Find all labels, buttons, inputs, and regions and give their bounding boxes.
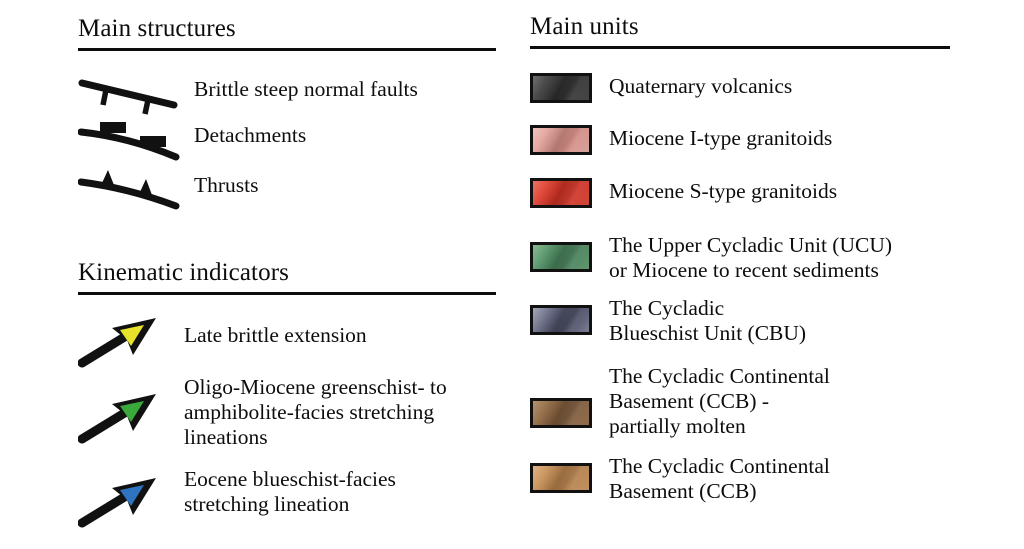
legend-label-oligo-miocene-greenschist: Oligo-Miocene greenschist- to amphibolit… — [184, 375, 447, 449]
detachment-symbol — [78, 119, 182, 163]
section-main-structures: Main structures Brittle steep normal fau… — [78, 14, 496, 229]
section-main-units: Main units Quaternary volcanics Miocene … — [530, 12, 950, 549]
legend-label-miocene-i-type: Miocene I-type granitoids — [609, 126, 833, 150]
section-rule-main-units — [530, 46, 950, 49]
legend-row-normal-fault[interactable]: Brittle steep normal faults — [78, 71, 496, 115]
legend-row-ccb-partially-molten[interactable]: The Cycladic Continental Basement (CCB) … — [530, 364, 950, 439]
legend-row-oligo-miocene-greenschist[interactable]: Oligo-Miocene greenschist- to amphibolit… — [78, 375, 496, 450]
normal-fault-symbol — [78, 71, 182, 115]
legend-row-late-brittle-extension[interactable]: Late brittle extension — [78, 313, 496, 369]
cycladic-blueschist-unit-swatch — [530, 305, 592, 335]
main-units-rows: Quaternary volcanics Miocene I-type gran… — [530, 59, 950, 549]
legend-label-cycladic-blueschist-unit: The Cycladic Blueschist Unit (CBU) — [609, 296, 807, 345]
section-rule-main-structures — [78, 48, 496, 51]
arrow-yellow-icon — [78, 313, 174, 369]
quaternary-volcanics-swatch — [530, 73, 592, 103]
legend-label-miocene-s-type: Miocene S-type granitoids — [609, 179, 838, 203]
legend-label-thrust: Thrusts — [194, 173, 259, 197]
legend-label-late-brittle-extension: Late brittle extension — [184, 323, 367, 347]
legend-row-eocene-blueschist[interactable]: Eocene blueschist-facies stretching line… — [78, 467, 496, 529]
legend-row-detachment[interactable]: Detachments — [78, 119, 496, 163]
legend-label-normal-fault: Brittle steep normal faults — [194, 77, 418, 101]
legend-row-ccb[interactable]: The Cycladic Continental Basement (CCB) — [530, 454, 950, 504]
legend-row-miocene-i-type[interactable]: Miocene I-type granitoids — [530, 125, 950, 155]
legend-row-cycladic-blueschist-unit[interactable]: The Cycladic Blueschist Unit (CBU) — [530, 296, 950, 346]
legend-row-thrust[interactable]: Thrusts — [78, 169, 496, 213]
miocene-i-type-granitoids-swatch — [530, 125, 592, 155]
cycladic-continental-basement-swatch — [530, 463, 592, 493]
kinematic-indicators-rows: Late brittle extension Oligo-Miocene gre… — [78, 305, 496, 545]
legend-label-eocene-blueschist: Eocene blueschist-facies stretching line… — [184, 467, 396, 516]
section-title-main-units: Main units — [530, 13, 639, 40]
upper-cycladic-unit-swatch — [530, 242, 592, 272]
cycladic-continental-basement-molten-swatch — [530, 398, 592, 428]
section-rule-kinematic-indicators — [78, 292, 496, 295]
legend-label-upper-cycladic-unit: The Upper Cycladic Unit (UCU) or Miocene… — [609, 233, 893, 282]
legend-label-ccb: The Cycladic Continental Basement (CCB) — [609, 454, 830, 503]
legend-label-quaternary-volcanics: Quaternary volcanics — [609, 74, 793, 98]
legend-label-detachment: Detachments — [194, 123, 307, 147]
legend-label-ccb-partially-molten: The Cycladic Continental Basement (CCB) … — [609, 364, 830, 438]
arrow-green-icon — [78, 389, 174, 445]
legend-row-miocene-s-type[interactable]: Miocene S-type granitoids — [530, 178, 950, 208]
section-kinematic-indicators: Kinematic indicators Late brittle extens… — [78, 258, 496, 545]
section-title-main-structures: Main structures — [78, 15, 236, 42]
miocene-s-type-granitoids-swatch — [530, 178, 592, 208]
legend-row-upper-cycladic-unit[interactable]: The Upper Cycladic Unit (UCU) or Miocene… — [530, 233, 950, 283]
section-title-kinematic-indicators: Kinematic indicators — [78, 259, 289, 286]
arrow-blue-icon — [78, 473, 174, 529]
main-structures-rows: Brittle steep normal faults Detachments — [78, 61, 496, 229]
thrust-symbol — [78, 169, 182, 213]
legend-row-quaternary-volcanics[interactable]: Quaternary volcanics — [530, 73, 950, 103]
